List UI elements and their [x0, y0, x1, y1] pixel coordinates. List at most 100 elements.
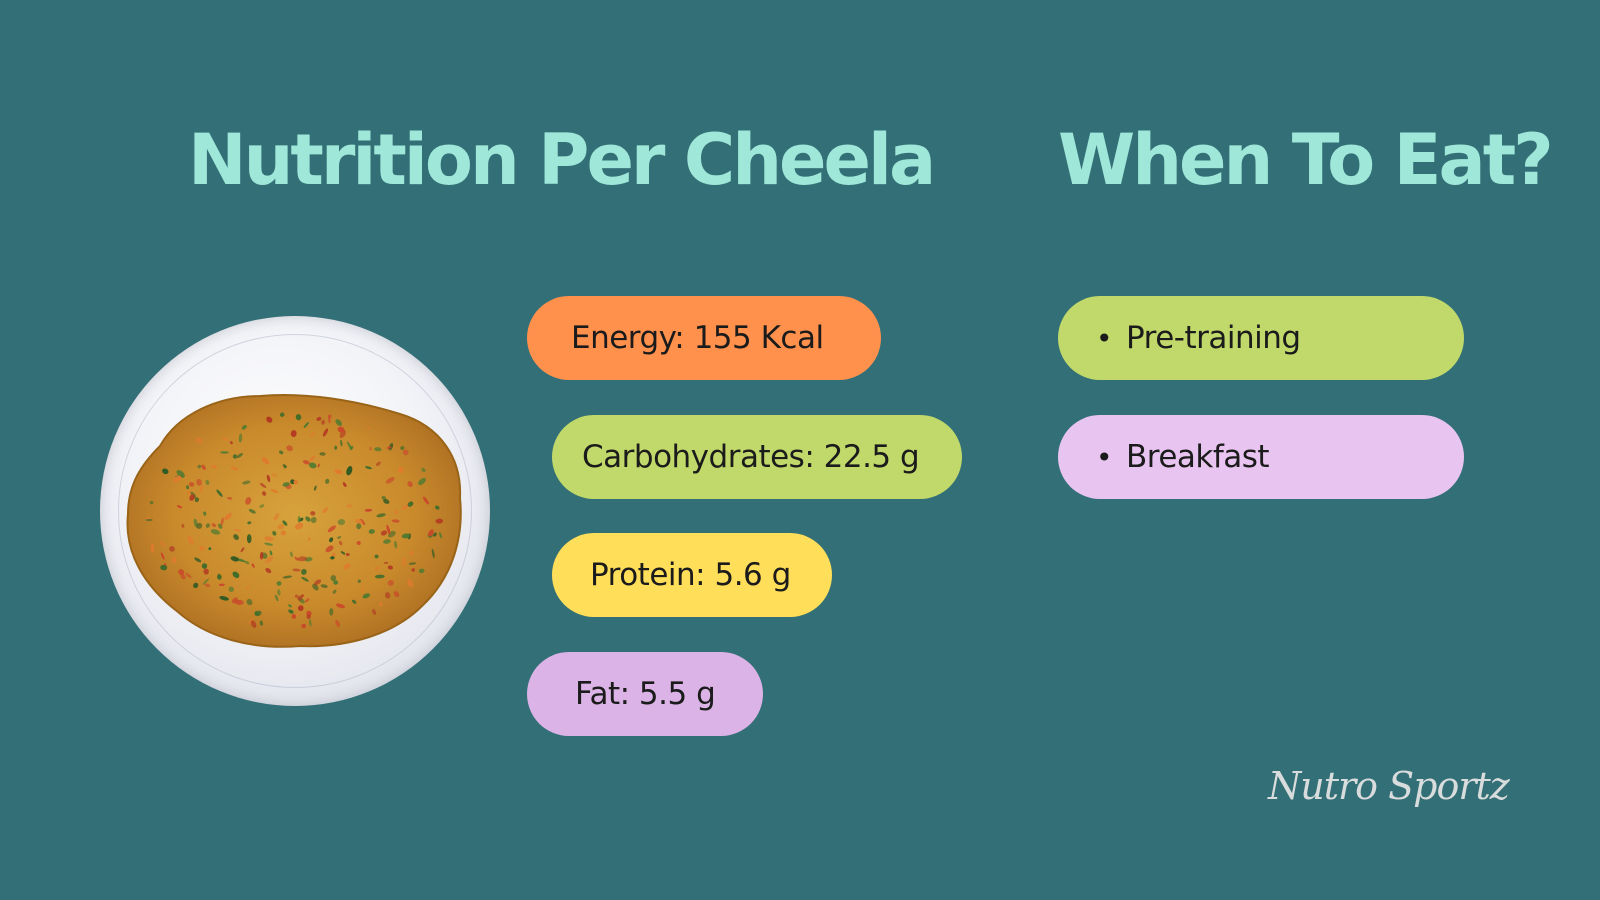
cheela-speckle: [290, 413, 293, 422]
cheela-speckle: [196, 478, 202, 486]
cheela-speckle: [314, 579, 322, 586]
cheela-speckle: [332, 589, 337, 594]
cheela-speckle: [385, 477, 395, 484]
cheela-speckle: [194, 497, 200, 503]
pre-training-label: Pre-training: [1126, 320, 1301, 356]
cheela-speckle: [297, 605, 304, 611]
cheela-speckle: [386, 446, 392, 450]
cheela-speckle: [306, 610, 312, 617]
cheela-speckle: [224, 513, 232, 521]
cheela-speckle: [383, 561, 389, 564]
cheela-speckle: [293, 479, 299, 485]
cheela-speckle: [308, 537, 311, 541]
cheela-speckle: [228, 586, 235, 592]
cheela-speckle: [300, 594, 304, 598]
cheela-speckle: [162, 468, 169, 475]
cheela-speckle: [186, 485, 190, 490]
cheela-speckle: [232, 571, 240, 578]
cheela-speckle: [188, 481, 195, 487]
cheela-speckle: [195, 437, 203, 444]
protein-pill: Protein: 5.6 g: [552, 533, 832, 617]
cheela-speckle: [333, 580, 339, 585]
cheela-speckle: [335, 419, 342, 426]
cheela-speckle: [356, 523, 362, 530]
cheela-shape: [126, 393, 462, 648]
cheela-speckle: [320, 584, 328, 588]
cheela-speckle: [375, 461, 381, 467]
cheela-speckle: [331, 552, 336, 557]
cheela-speckle: [279, 412, 285, 417]
cheela-speckle: [169, 546, 175, 552]
cheela-speckle: [374, 574, 385, 579]
cheela-speckle: [338, 540, 343, 546]
cheela-speckle: [357, 579, 361, 583]
cheela-speckle: [196, 522, 203, 529]
cheela-speckle: [302, 460, 310, 465]
cheela-speckle: [428, 529, 434, 537]
cheela-speckle: [238, 433, 243, 443]
cheela-speckles: [145, 412, 444, 629]
cheela-speckle: [199, 545, 205, 551]
cheela-speckle: [282, 520, 288, 526]
cheela-speckle: [304, 598, 310, 603]
cheela-speckle: [381, 495, 387, 500]
cheela-speckle: [265, 556, 274, 564]
cheela-speckle: [402, 556, 406, 567]
cheela-speckle: [250, 620, 257, 628]
cheela-speckle: [343, 563, 351, 570]
cheela-speckle: [321, 419, 325, 425]
cheela-speckle: [308, 619, 312, 627]
cheela-speckle: [439, 532, 443, 539]
cheela-speckle: [337, 519, 346, 526]
brand-logo: Nutro Sportz: [1268, 764, 1510, 808]
cheela-speckle: [421, 467, 426, 473]
cheela-speckle: [204, 583, 211, 588]
cheela-speckle: [393, 591, 400, 598]
cheela-speckle: [176, 470, 185, 478]
plate-rim: [118, 334, 472, 688]
cheela-speckle: [435, 505, 440, 510]
cheela-speckle: [374, 554, 379, 559]
cheela-speckle: [305, 516, 311, 522]
cheela-plate-image: [100, 316, 490, 706]
cheela-speckle: [173, 475, 182, 483]
cheela-speckle: [394, 509, 398, 515]
cheela-speckle: [295, 414, 302, 421]
cheela-speckle: [346, 504, 352, 508]
cheela-speckle: [317, 463, 320, 468]
cheela-speckle: [346, 466, 353, 476]
cheela-speckle: [265, 567, 272, 574]
cheela-speckle: [240, 547, 245, 553]
cheela-speckle: [220, 451, 229, 454]
cheela-speckle: [374, 447, 382, 452]
bullet: •: [1096, 321, 1113, 355]
cheela-speckle: [297, 515, 301, 523]
nutrition-heading: Nutrition Per Cheela: [188, 119, 936, 201]
cheela-speckle: [297, 556, 307, 562]
cheela-speckle: [246, 585, 250, 589]
cheela-speckle: [145, 518, 153, 522]
cheela-speckle: [241, 425, 247, 430]
cheela-speckle: [193, 582, 199, 589]
cheela-speckle: [282, 575, 293, 579]
cheela-speckle: [236, 453, 243, 458]
cheela-speckle: [266, 416, 273, 423]
cheela-speckle: [194, 557, 202, 563]
cheela-speckle: [400, 445, 405, 451]
cheela-speckle: [322, 507, 328, 514]
cheela-speckle: [245, 497, 252, 505]
cheela-speckle: [319, 452, 326, 456]
cheela-speckle: [270, 489, 279, 494]
cheela-speckle: [340, 439, 343, 447]
cheela-speckle: [407, 501, 414, 507]
cheela-speckle: [274, 594, 279, 602]
cheela-speckle: [219, 596, 229, 601]
cheela-speckle: [160, 540, 166, 548]
cheela-speckle: [431, 548, 435, 559]
cheela-speckle: [312, 583, 319, 591]
cheela-speckle: [334, 445, 338, 450]
energy-pill: Energy: 155 Kcal: [527, 296, 881, 380]
cheela-speckle: [306, 614, 311, 619]
cheela-speckle: [277, 589, 281, 596]
